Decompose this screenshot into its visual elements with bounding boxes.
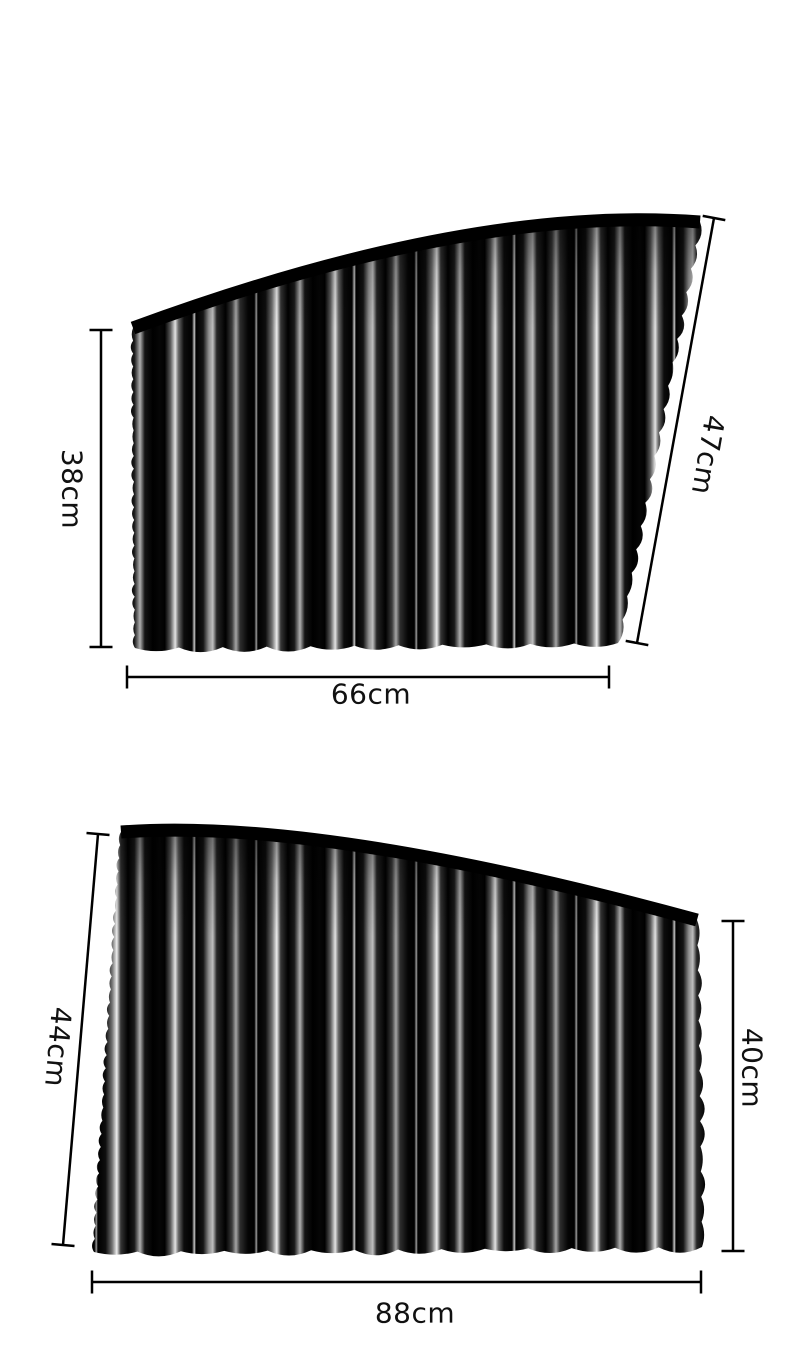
dimension-line (625, 639, 649, 647)
dimension-line (86, 831, 110, 837)
dimension-line (51, 1242, 75, 1248)
bottom-shade-top-trim (120, 823, 699, 927)
bottom-shade-shading (92, 830, 706, 1257)
top-shade-shading (130, 219, 702, 653)
dimension-line (61, 833, 100, 1246)
dim-label-bottom-shade-right-height: 40cm (735, 1027, 769, 1109)
bottom-shade (92, 823, 706, 1257)
dim-label-bottom-shade-left-height: 44cm (38, 1005, 78, 1089)
dim-label-top-shade-width: 66cm (330, 677, 412, 711)
dim-label-bottom-shade-width: 88cm (374, 1296, 456, 1330)
dim-label-top-shade-left-height: 38cm (55, 448, 89, 530)
dimension-line (635, 217, 716, 644)
dimension-lines (51, 214, 745, 1294)
top-shade (130, 213, 702, 653)
top-shade-top-trim (130, 213, 701, 335)
dimension-line (702, 214, 726, 222)
